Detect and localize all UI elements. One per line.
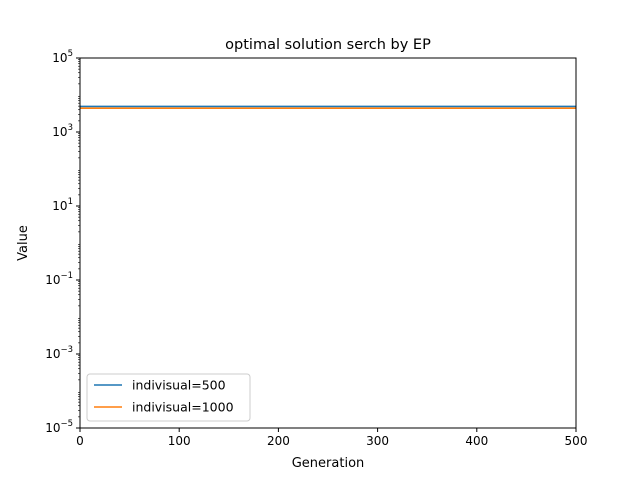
y-axis-label: Value <box>16 225 31 261</box>
legend-label-2: indivisual=1000 <box>132 400 234 415</box>
y-tick-label: 105 <box>52 49 73 65</box>
plot-area <box>79 57 577 429</box>
y-tick-label: 10−1 <box>45 271 73 287</box>
x-axis-label: Generation <box>292 456 365 471</box>
x-tick-label: 100 <box>168 434 191 448</box>
x-tick-label: 200 <box>267 434 290 448</box>
y-tick-exponent: 1 <box>68 197 73 207</box>
plot-background <box>80 58 576 428</box>
y-tick-label: 101 <box>52 197 73 213</box>
legend: indivisual=500 indivisual=1000 <box>86 373 251 422</box>
x-tick-label: 400 <box>465 434 488 448</box>
y-tick-exponent: 3 <box>68 123 73 133</box>
y-tick-label: 103 <box>52 123 73 139</box>
y-tick-base: 10 <box>45 347 60 361</box>
y-tick-exponent: −3 <box>60 345 73 355</box>
y-tick-base: 10 <box>45 421 60 435</box>
series-layer <box>80 105 576 109</box>
legend-frame <box>86 373 251 422</box>
y-tick-exponent: 5 <box>68 49 73 59</box>
y-tick-label: 10−3 <box>45 345 73 361</box>
legend-items: indivisual=500 indivisual=1000 <box>94 378 234 415</box>
plot-frame <box>79 57 577 429</box>
y-tick-base: 10 <box>52 51 67 65</box>
y-tick-label: 10−5 <box>45 419 73 435</box>
y-tick-base: 10 <box>52 125 67 139</box>
y-tick-exponent: −5 <box>60 419 73 429</box>
y-tick-exponent: −1 <box>60 271 73 281</box>
x-tick-label: 300 <box>366 434 389 448</box>
y-tick-base: 10 <box>52 199 67 213</box>
chart-title: optimal solution serch by EP <box>225 37 431 53</box>
x-tick-label: 0 <box>76 434 84 448</box>
x-axis-ticks: 0 100 200 300 400 500 <box>76 428 587 448</box>
legend-label-1: indivisual=500 <box>132 378 226 393</box>
y-tick-base: 10 <box>45 273 60 287</box>
x-tick-label: 500 <box>565 434 588 448</box>
